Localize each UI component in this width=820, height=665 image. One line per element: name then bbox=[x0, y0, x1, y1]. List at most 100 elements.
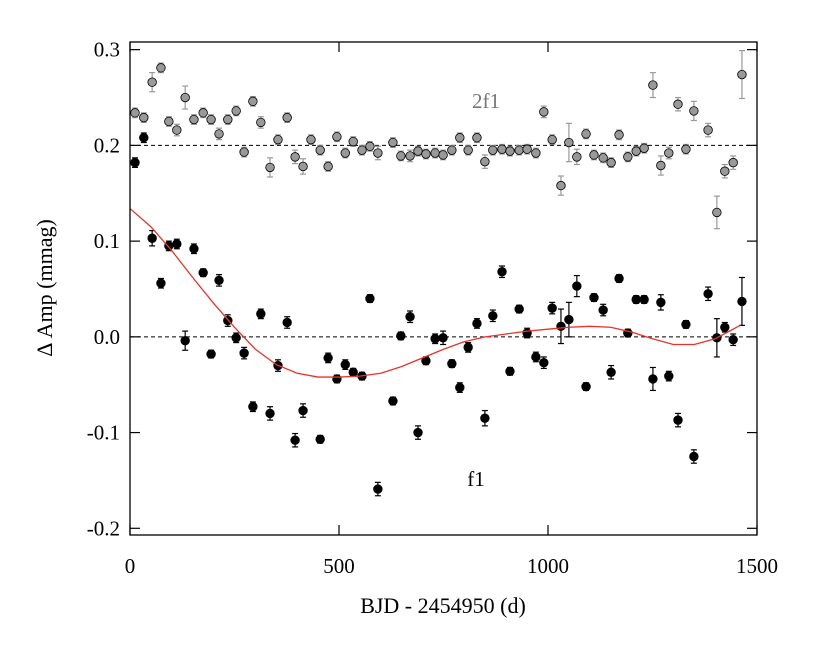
point bbox=[323, 353, 333, 363]
point bbox=[223, 114, 233, 125]
point bbox=[656, 160, 666, 171]
point bbox=[589, 292, 599, 303]
point bbox=[298, 161, 308, 172]
point bbox=[455, 382, 465, 393]
point bbox=[547, 303, 557, 313]
fit-curve bbox=[129, 208, 741, 378]
y-tick-label: 0.3 bbox=[94, 38, 120, 62]
point bbox=[556, 321, 566, 332]
point bbox=[172, 125, 182, 135]
point bbox=[265, 162, 275, 173]
point bbox=[664, 371, 674, 381]
point bbox=[315, 145, 325, 155]
point bbox=[373, 148, 383, 158]
point bbox=[522, 328, 532, 338]
point bbox=[421, 149, 431, 159]
point bbox=[472, 318, 482, 329]
series-label: f1 bbox=[467, 467, 485, 491]
point bbox=[639, 294, 649, 305]
point bbox=[239, 147, 249, 157]
point bbox=[522, 144, 532, 154]
point bbox=[497, 144, 507, 154]
point bbox=[648, 80, 658, 90]
point bbox=[147, 77, 157, 87]
x-tick-label: 1000 bbox=[527, 554, 569, 578]
x-tick-label: 500 bbox=[323, 554, 355, 578]
point bbox=[282, 112, 292, 123]
point bbox=[180, 92, 190, 103]
point bbox=[430, 334, 440, 344]
point bbox=[623, 152, 633, 162]
point bbox=[248, 96, 258, 107]
point bbox=[413, 146, 423, 156]
point bbox=[681, 319, 691, 330]
point bbox=[396, 331, 406, 341]
point bbox=[720, 166, 730, 176]
point bbox=[656, 297, 666, 308]
point bbox=[539, 107, 549, 117]
point bbox=[156, 63, 166, 73]
point bbox=[405, 151, 415, 161]
point bbox=[172, 239, 182, 249]
point bbox=[231, 333, 241, 343]
point bbox=[472, 133, 482, 143]
point bbox=[480, 156, 490, 167]
point bbox=[614, 273, 624, 284]
point bbox=[606, 367, 616, 377]
point bbox=[606, 157, 616, 168]
point bbox=[256, 117, 266, 128]
point bbox=[214, 129, 224, 139]
y-axis-label: Δ Amp (mmag) bbox=[32, 219, 57, 357]
point bbox=[598, 153, 608, 163]
x-axis-label: BJD - 2454950 (d) bbox=[360, 593, 526, 618]
point bbox=[497, 267, 507, 277]
point bbox=[365, 141, 375, 152]
point bbox=[728, 157, 738, 168]
point bbox=[556, 180, 566, 191]
point bbox=[388, 396, 398, 406]
y-tick-label: 0.2 bbox=[94, 133, 120, 157]
point bbox=[438, 150, 448, 160]
point bbox=[130, 157, 140, 168]
point bbox=[348, 136, 358, 147]
point bbox=[189, 114, 199, 125]
point bbox=[539, 357, 549, 368]
point bbox=[463, 145, 473, 155]
point bbox=[357, 145, 367, 155]
point bbox=[231, 106, 241, 116]
point bbox=[348, 367, 358, 377]
point bbox=[290, 152, 300, 162]
point bbox=[455, 133, 465, 143]
point bbox=[689, 451, 699, 462]
point bbox=[306, 134, 316, 145]
point bbox=[673, 99, 683, 109]
point bbox=[388, 137, 398, 148]
point bbox=[572, 152, 582, 162]
point bbox=[631, 294, 641, 305]
point bbox=[703, 125, 713, 135]
x-tick-label: 0 bbox=[125, 554, 136, 578]
point bbox=[598, 305, 608, 315]
y-tick-label: 0.0 bbox=[94, 325, 120, 349]
y-tick-label: 0.1 bbox=[94, 229, 120, 253]
point bbox=[564, 137, 574, 148]
y-tick-label: -0.2 bbox=[87, 516, 120, 540]
point bbox=[214, 275, 224, 286]
point bbox=[373, 484, 383, 494]
point bbox=[340, 148, 350, 158]
point bbox=[332, 132, 342, 142]
point bbox=[189, 244, 199, 254]
point bbox=[614, 130, 624, 140]
point bbox=[447, 358, 457, 369]
point bbox=[323, 161, 333, 172]
point bbox=[728, 335, 738, 345]
point bbox=[514, 304, 524, 314]
point bbox=[315, 434, 325, 444]
point bbox=[180, 335, 190, 346]
point bbox=[639, 143, 649, 153]
point bbox=[463, 342, 473, 353]
point bbox=[581, 129, 591, 139]
point bbox=[430, 148, 440, 158]
